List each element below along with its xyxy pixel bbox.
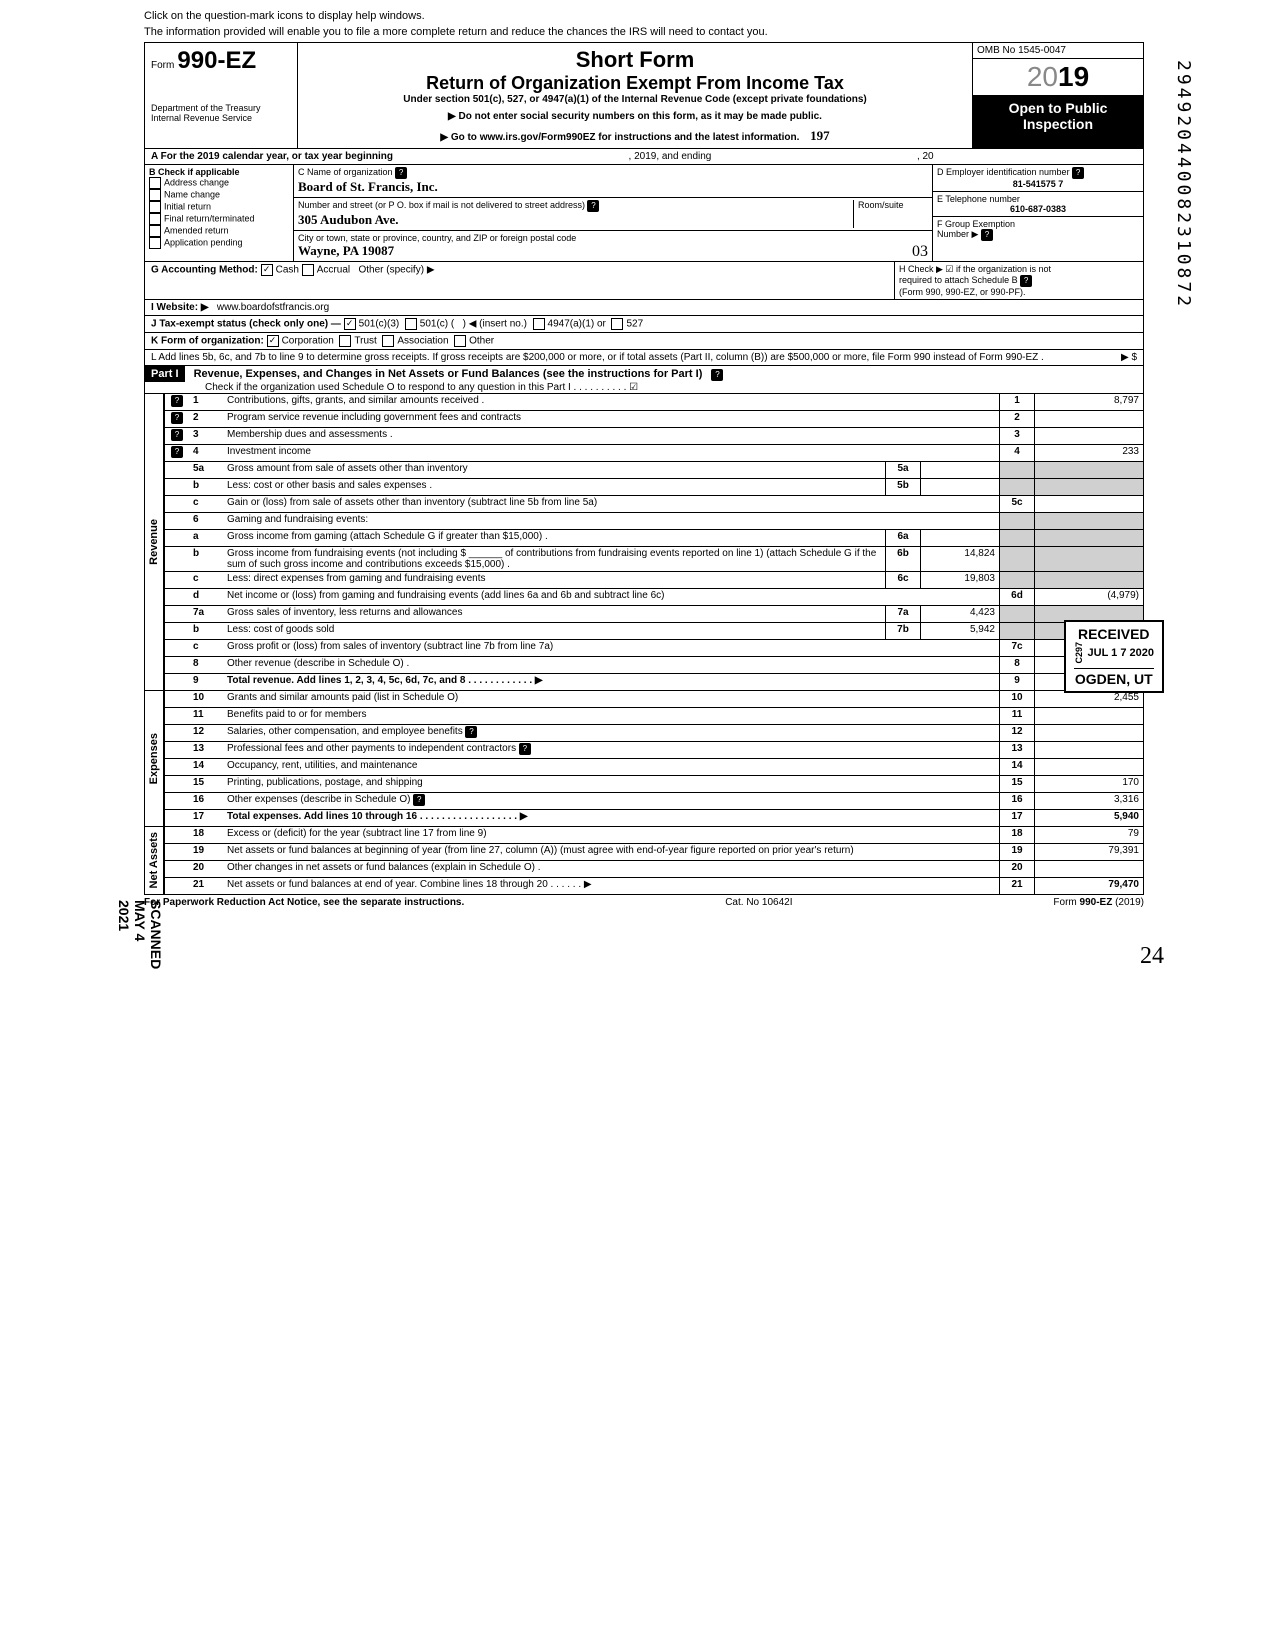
omb-number: OMB No 1545-0047 <box>973 43 1143 59</box>
expenses-block: Expenses 10Grants and similar amounts pa… <box>144 691 1144 827</box>
top-instructions-2: The information provided will enable you… <box>144 26 1144 38</box>
city-state-zip: Wayne, PA 19087 <box>298 243 394 258</box>
other-checkbox[interactable] <box>454 335 466 347</box>
help-icon[interactable]: ? <box>711 369 723 381</box>
4947-checkbox[interactable] <box>533 318 545 330</box>
handwritten-page-number: 24 <box>1140 943 1164 970</box>
handwritten-197: 197 <box>810 128 830 143</box>
website: www.boardofstfrancis.org <box>217 302 329 313</box>
handwritten-03: 03 <box>912 243 928 261</box>
help-icon[interactable]: ? <box>171 429 183 441</box>
net-assets-label: Net Assets <box>148 832 160 888</box>
help-icon[interactable]: ? <box>395 167 407 179</box>
header-right: OMB No 1545-0047 20201919 Open to Public… <box>972 43 1143 148</box>
street-address: 305 Audubon Ave. <box>298 212 399 227</box>
initial-return-checkbox[interactable] <box>149 201 161 213</box>
help-icon[interactable]: ? <box>981 229 993 241</box>
section-def: D Employer identification number ? 81-54… <box>933 165 1143 261</box>
header-left: Form 990-EZ Department of the Treasury I… <box>145 43 298 148</box>
section-c: C Name of organization ? Board of St. Fr… <box>294 165 933 261</box>
section-g-h: G Accounting Method: ✓Cash Accrual Other… <box>144 262 1144 300</box>
application-pending-checkbox[interactable] <box>149 237 161 249</box>
cash-checkbox[interactable]: ✓ <box>261 264 273 276</box>
501c3-checkbox[interactable]: ✓ <box>344 318 356 330</box>
help-icon[interactable]: ? <box>171 395 183 407</box>
open-to-public: Open to Public Inspection <box>973 96 1143 148</box>
corp-checkbox[interactable]: ✓ <box>267 335 279 347</box>
return-title: Return of Organization Exempt From Incom… <box>304 73 966 94</box>
org-name: Board of St. Francis, Inc. <box>298 179 438 194</box>
part-i-header: Part I Revenue, Expenses, and Changes in… <box>144 366 1144 394</box>
section-a: A For the 2019 calendar year, or tax yea… <box>144 149 1144 165</box>
expenses-label: Expenses <box>148 733 160 784</box>
section-l: L Add lines 5b, 6c, and 7b to line 9 to … <box>144 350 1144 366</box>
final-return-checkbox[interactable] <box>149 213 161 225</box>
help-icon[interactable]: ? <box>171 412 183 424</box>
short-form-title: Short Form <box>304 47 966 73</box>
section-j: J Tax-exempt status (check only one) — ✓… <box>144 316 1144 333</box>
scanned-stamp: SCANNED MAY 4 2021 <box>116 900 164 969</box>
form-number: 990-EZ <box>177 47 256 74</box>
subtitle: Under section 501(c), 527, or 4947(a)(1)… <box>304 94 966 105</box>
501c-checkbox[interactable] <box>405 318 417 330</box>
help-icon[interactable]: ? <box>413 794 425 806</box>
top-instructions-1: Click on the question-mark icons to disp… <box>144 10 1144 22</box>
help-icon[interactable]: ? <box>587 200 599 212</box>
part-i-body: Revenue ?1Contributions, gifts, grants, … <box>144 394 1144 691</box>
trust-checkbox[interactable] <box>339 335 351 347</box>
header-center: Short Form Return of Organization Exempt… <box>298 43 972 148</box>
form-prefix: Form <box>151 60 174 71</box>
help-icon[interactable]: ? <box>1020 275 1032 287</box>
section-b: B Check if applicable Address change Nam… <box>145 165 294 261</box>
revenue-label: Revenue <box>148 519 160 565</box>
accrual-checkbox[interactable] <box>302 264 314 276</box>
dept-treasury: Department of the Treasury <box>151 103 291 113</box>
help-icon[interactable]: ? <box>171 446 183 458</box>
goto-line: ▶ Go to www.irs.gov/Form990EZ for instru… <box>304 128 966 144</box>
help-icon[interactable]: ? <box>1072 167 1084 179</box>
address-change-checkbox[interactable] <box>149 177 161 189</box>
ein: 81-541575 7 <box>937 179 1139 189</box>
help-icon[interactable]: ? <box>465 726 477 738</box>
org-info-block: B Check if applicable Address change Nam… <box>144 165 1144 262</box>
assoc-checkbox[interactable] <box>382 335 394 347</box>
help-icon[interactable]: ? <box>519 743 531 755</box>
page-footer: For Paperwork Reduction Act Notice, see … <box>144 895 1144 910</box>
527-checkbox[interactable] <box>611 318 623 330</box>
irs: Internal Revenue Service <box>151 113 291 123</box>
margin-number-stamp: 294920440082310872 <box>1173 60 1194 309</box>
section-k: K Form of organization: ✓Corporation Tru… <box>144 333 1144 350</box>
tax-year: 20201919 <box>973 59 1143 96</box>
form-page: 294920440082310872 SCANNED MAY 4 2021 Cl… <box>124 0 1164 920</box>
name-change-checkbox[interactable] <box>149 189 161 201</box>
ssn-warning: ▶ Do not enter social security numbers o… <box>304 111 966 122</box>
section-i: I Website: ▶ www.boardofstfrancis.org <box>144 300 1144 316</box>
phone: 610-687-0383 <box>937 204 1139 214</box>
form-header: Form 990-EZ Department of the Treasury I… <box>144 42 1144 149</box>
received-stamp: RECEIVED C297 JUL 1 7 2020 OGDEN, UT <box>1064 620 1164 693</box>
amended-return-checkbox[interactable] <box>149 225 161 237</box>
net-assets-block: Net Assets 18Excess or (deficit) for the… <box>144 827 1144 895</box>
